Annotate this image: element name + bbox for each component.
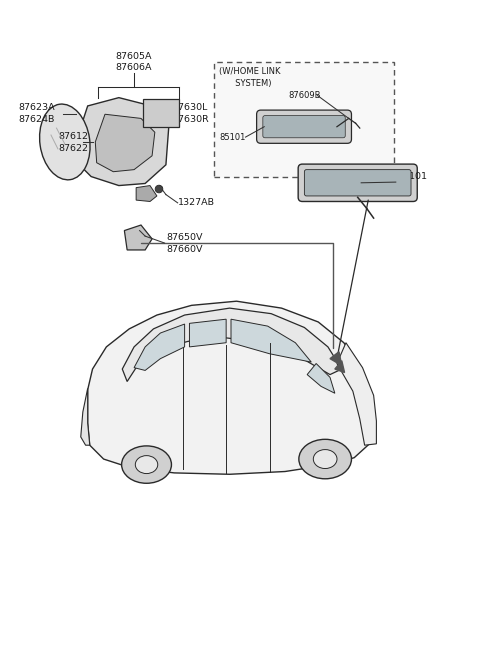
FancyBboxPatch shape [215,62,395,177]
Ellipse shape [313,449,337,468]
Polygon shape [124,225,152,250]
Text: 85101: 85101 [219,132,246,141]
Text: 1327AB: 1327AB [178,198,215,208]
Ellipse shape [39,104,90,180]
Polygon shape [337,343,376,445]
Text: 87630L: 87630L [173,103,208,112]
Text: 87622: 87622 [58,144,88,153]
Text: 87624B: 87624B [18,115,55,124]
Polygon shape [307,364,335,393]
Ellipse shape [121,446,171,483]
Text: 87606A: 87606A [115,64,152,72]
Text: 87660V: 87660V [166,246,203,254]
Polygon shape [231,319,312,362]
Text: SYSTEM): SYSTEM) [229,79,271,88]
Polygon shape [88,301,373,474]
Text: 87623A: 87623A [18,103,55,112]
Polygon shape [134,324,185,371]
Polygon shape [76,98,168,185]
FancyBboxPatch shape [304,170,411,196]
Text: 87609B: 87609B [288,91,321,100]
Ellipse shape [299,440,351,479]
Circle shape [155,185,163,193]
Text: 87612: 87612 [58,132,88,141]
Polygon shape [335,361,345,373]
Text: 87605A: 87605A [115,52,152,61]
FancyBboxPatch shape [257,110,351,143]
Polygon shape [122,308,342,381]
FancyBboxPatch shape [263,116,345,138]
Text: (W/HOME LINK: (W/HOME LINK [219,67,281,76]
FancyBboxPatch shape [143,99,179,126]
FancyBboxPatch shape [298,164,417,202]
Text: 85101: 85101 [397,172,427,181]
Polygon shape [96,114,155,172]
Polygon shape [330,352,342,365]
Polygon shape [190,319,226,347]
Polygon shape [136,185,157,202]
Ellipse shape [135,456,158,474]
Polygon shape [81,388,90,445]
Text: 87630R: 87630R [173,115,210,124]
Text: 87650V: 87650V [166,233,203,242]
